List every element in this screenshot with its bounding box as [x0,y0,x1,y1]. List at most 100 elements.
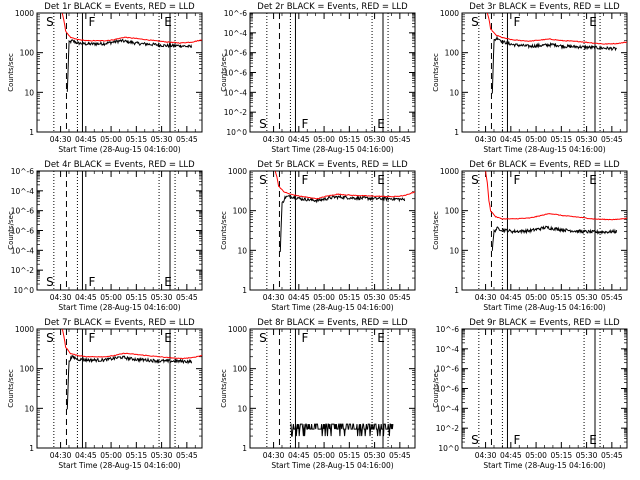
y-tick-label: 100 [445,207,460,216]
x-tick-label: 05:15 [551,293,573,302]
marker-s: S [259,331,267,345]
x-tick-label: 04:30 [263,293,285,302]
x-tick-label: 05:15 [551,451,573,460]
x-tick-label: 04:30 [475,135,497,144]
y-tick-label: 10 [449,88,459,97]
marker-s: S [46,15,54,29]
panel-det7r: Det 7r BLACK = Events, RED = LLD 1 10 100 10… [7,318,203,470]
y-tick-label: 10^-6 [11,207,35,216]
panel-title: Det 9r BLACK = Events, RED = LLD [469,318,620,328]
x-axis-label: Start Time (28-Aug-15 04:16:00) [483,461,605,470]
y-tick-label: 10^-6 [436,365,460,374]
panel-title-detector: Det 1r [44,2,71,12]
panel-title-detector: Det 2r [257,2,284,12]
x-tick-label: 05:00 [525,293,547,302]
panel-title-detector: Det 5r [257,160,284,170]
y-tick-label: 1 [454,286,459,295]
events-rate-line [66,38,193,92]
x-tick-label: 04:30 [50,135,72,144]
panel-title-legend: BLACK = Events, RED = LLD [496,318,620,328]
panel-title-detector: Det 7r [44,318,71,328]
x-tick-label: 04:30 [475,451,497,460]
x-axis-label: Start Time (28-Aug-15 04:16:00) [483,145,605,154]
panel-det2r: Det 2r BLACK = Events, RED = LLD 10^0 10^-… [220,2,416,154]
x-tick-label: 04:45 [75,135,97,144]
x-tick-label: 05:45 [601,135,623,144]
y-tick-label: 1000 [15,325,34,334]
y-tick-label: 10^-4 [11,246,35,255]
panel-title-legend: BLACK = Events, RED = LLD [284,2,408,12]
y-tick-label: 10^-2 [11,266,35,275]
y-axis-label: Counts/sec [432,369,440,408]
x-tick-label: 04:45 [75,293,97,302]
x-tick-label: 05:30 [364,451,386,460]
panel-title-legend: BLACK = Events, RED = LLD [496,2,620,12]
y-tick-label: 1000 [15,9,34,18]
x-tick-label: 05:15 [339,293,361,302]
x-tick-label: 04:30 [50,451,72,460]
y-tick-label: 10^-6 [11,227,35,236]
x-axis-label: Start Time (28-Aug-15 04:16:00) [271,461,393,470]
y-tick-label: 10^-4 [11,187,35,196]
plot-frame [36,12,203,133]
x-tick-label: 05:00 [100,293,122,302]
panel-title: Det 2r BLACK = Events, RED = LLD [257,2,408,12]
y-tick-label: 1000 [228,167,247,176]
lld-rate-line [61,329,202,360]
x-tick-label: 05:15 [126,135,148,144]
marker-e: E [164,275,172,289]
plot-frame [36,170,203,291]
events-rate-line [279,194,406,252]
x-tick-label: 04:30 [475,293,497,302]
marker-e: E [377,331,385,345]
x-tick-label: 05:15 [126,293,148,302]
y-tick-label: 1000 [228,325,247,334]
x-tick-label: 05:45 [601,451,623,460]
panel-title: Det 5r BLACK = Events, RED = LLD [257,160,408,170]
y-tick-label: 100 [20,365,35,374]
x-tick-label: 05:00 [313,451,335,460]
panel-title-legend: BLACK = Events, RED = LLD [284,318,408,328]
marker-f: F [89,331,96,345]
x-tick-label: 04:45 [500,451,522,460]
marker-s: S [471,173,479,187]
y-tick-label: 10^-6 [224,9,248,18]
plot-frame [249,12,416,133]
x-tick-label: 05:00 [313,293,335,302]
marker-f: F [302,173,309,187]
marker-s: S [46,331,54,345]
marker-f: F [89,275,96,289]
x-tick-label: 05:30 [576,451,598,460]
y-tick-label: 100 [445,49,460,58]
marker-f: F [514,173,521,187]
marker-e: E [377,173,385,187]
marker-s: S [471,15,479,29]
x-tick-label: 05:00 [100,135,122,144]
x-tick-label: 04:30 [50,293,72,302]
x-axis-label: Start Time (28-Aug-15 04:16:00) [483,303,605,312]
x-tick-label: 05:45 [389,293,411,302]
marker-f: F [89,15,96,29]
x-tick-label: 04:30 [263,135,285,144]
y-tick-label: 10^0 [226,128,247,137]
panel-title-legend: BLACK = Events, RED = LLD [71,318,195,328]
y-tick-label: 10^0 [438,444,459,453]
y-tick-label: 10^-4 [436,404,460,413]
x-tick-label: 05:15 [339,135,361,144]
x-tick-label: 04:45 [75,451,97,460]
panel-title: Det 8r BLACK = Events, RED = LLD [257,318,408,328]
panel-title-detector: Det 9r [469,318,496,328]
y-tick-label: 1000 [440,167,459,176]
panel-det1r: Det 1r BLACK = Events, RED = LLD 1 10 100 10… [7,2,203,154]
x-tick-label: 05:30 [364,135,386,144]
y-axis-label: Counts/sec [432,53,440,92]
events-rate-line [290,423,394,437]
marker-s: S [46,275,54,289]
y-tick-label: 10 [24,88,34,97]
x-tick-label: 05:00 [525,451,547,460]
y-tick-label: 10 [237,404,247,413]
y-axis-label: Counts/sec [220,211,228,250]
y-tick-label: 10^-2 [436,424,460,433]
panel-det5r: Det 5r BLACK = Events, RED = LLD 1 10 100 10… [220,160,416,312]
x-tick-label: 05:45 [176,451,198,460]
